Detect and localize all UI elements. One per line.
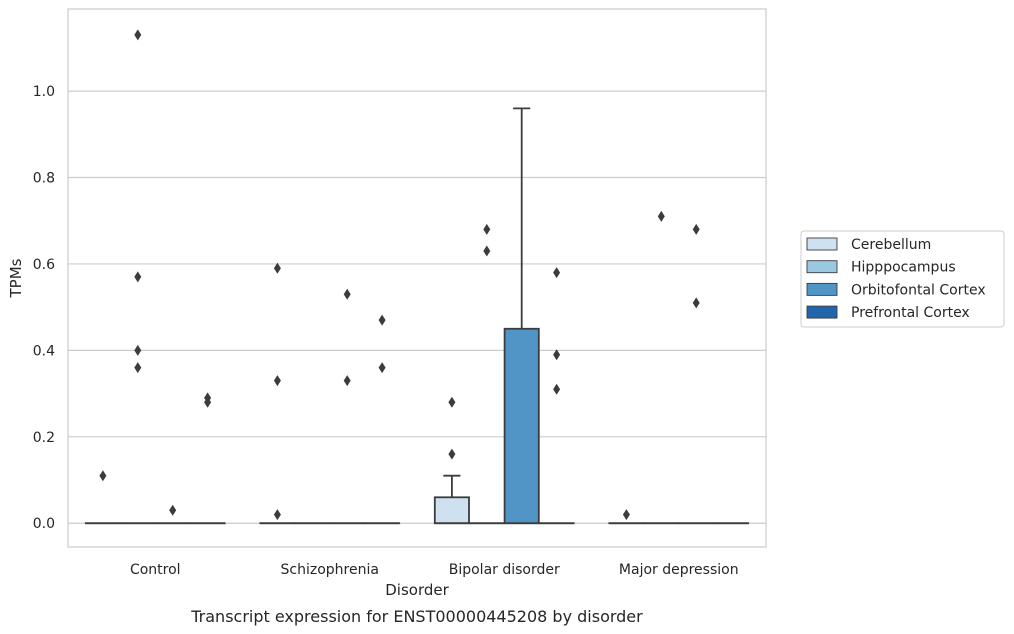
box-3-2 xyxy=(678,223,715,525)
outlier-point xyxy=(622,509,630,521)
box-body xyxy=(433,496,470,525)
outlier-point xyxy=(483,223,491,235)
outlier-point xyxy=(692,297,700,309)
x-tick-label: Major depression xyxy=(619,562,739,578)
y-tick-label: 0.4 xyxy=(33,343,55,359)
box-body xyxy=(503,327,540,525)
box-3-0 xyxy=(608,509,645,525)
box-1-3 xyxy=(364,314,401,525)
legend: Cerebellum Hipppocampus Orbitofontal Corte… xyxy=(800,230,1005,328)
outlier-point xyxy=(483,245,491,257)
legend-entry: Prefrontal Cortex xyxy=(851,305,970,321)
y-tick-label: 0.8 xyxy=(33,171,55,187)
box-0-3 xyxy=(189,392,226,525)
outlier-point xyxy=(553,267,561,279)
outlier-point xyxy=(134,29,142,41)
box-1-2 xyxy=(329,288,366,525)
outlier-point xyxy=(553,349,561,361)
legend-entry: Orbitofontal Cortex xyxy=(851,282,986,298)
box-2-0 xyxy=(433,396,470,525)
outlier-point xyxy=(343,288,351,300)
x-axis-ticks: Control Schizophrenia Bipolar disorder Majo… xyxy=(130,562,739,578)
y-tick-label: 0.2 xyxy=(33,430,55,446)
y-tick-label: 1.0 xyxy=(33,84,55,100)
plot-marks xyxy=(84,29,750,525)
y-tick-label: 0.6 xyxy=(33,257,55,273)
outlier-point xyxy=(169,504,177,516)
legend-swatch xyxy=(806,305,838,319)
x-tick-label: Bipolar disorder xyxy=(449,562,560,578)
box-1-0 xyxy=(259,262,296,525)
legend-swatch xyxy=(806,282,838,296)
box-0-1 xyxy=(119,29,156,525)
x-tick-label: Control xyxy=(130,562,181,578)
y-axis-ticks: 0.0 0.2 0.4 0.6 0.8 1.0 xyxy=(33,84,55,532)
outlier-point xyxy=(273,375,281,387)
outlier-point xyxy=(553,383,561,395)
outlier-point xyxy=(378,314,386,326)
y-axis-label: TPMs xyxy=(7,258,25,298)
legend-entry: Hipppocampus xyxy=(851,260,956,276)
outlier-point xyxy=(448,396,456,408)
box-2-2 xyxy=(503,107,540,525)
outlier-point xyxy=(343,375,351,387)
outlier-point xyxy=(134,271,142,283)
outlier-point xyxy=(273,262,281,274)
box-3-1 xyxy=(643,210,680,525)
box-2-1 xyxy=(468,223,505,525)
grid-lines xyxy=(68,90,766,524)
outlier-point xyxy=(657,210,665,222)
chart-caption: Transcript expression for ENST0000044520… xyxy=(190,607,643,626)
legend-swatch xyxy=(806,237,838,251)
legend-entry: Cerebellum xyxy=(851,237,931,253)
x-axis-label: Disorder xyxy=(385,581,449,599)
y-tick-label: 0.0 xyxy=(33,516,55,532)
plot-frame xyxy=(67,8,767,548)
outlier-point xyxy=(692,223,700,235)
outlier-point xyxy=(134,344,142,356)
outlier-point xyxy=(273,509,281,521)
legend-swatch xyxy=(806,260,838,274)
outlier-point xyxy=(134,362,142,374)
box-0-2 xyxy=(154,504,191,525)
legend-frame xyxy=(800,230,1005,328)
box-2-3 xyxy=(538,267,575,525)
x-tick-label: Schizophrenia xyxy=(281,562,379,578)
outlier-point xyxy=(378,362,386,374)
outlier-point xyxy=(204,392,212,404)
box-0-0 xyxy=(84,470,121,525)
outlier-point xyxy=(99,470,107,482)
outlier-point xyxy=(448,448,456,460)
